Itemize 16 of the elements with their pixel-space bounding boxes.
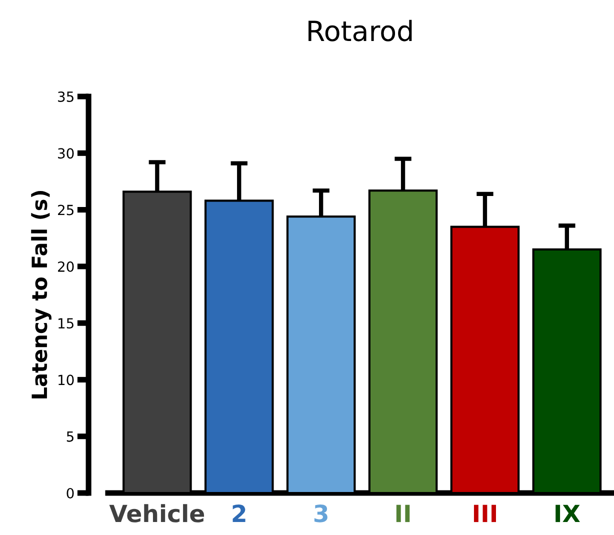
x-tick-label: 2 bbox=[232, 504, 246, 522]
y-tick-label: 0 bbox=[66, 488, 74, 498]
y-tick-label: 20 bbox=[58, 261, 74, 272]
chart-title: Rotarod bbox=[308, 20, 412, 42]
x-tick-label: IX bbox=[556, 504, 580, 522]
y-tick-label: 10 bbox=[58, 374, 74, 386]
x-tick-label: III bbox=[474, 504, 496, 522]
x-tick-label: 3 bbox=[314, 504, 328, 522]
y-tick-label: 5 bbox=[66, 432, 74, 442]
y-tick-label: 35 bbox=[58, 91, 74, 102]
y-tick-label: 15 bbox=[58, 318, 74, 329]
y-tick-label: 25 bbox=[58, 204, 74, 216]
x-tick-label: II bbox=[396, 504, 410, 522]
x-tick-label: Vehicle bbox=[109, 504, 204, 522]
y-axis-title: Latency to Fall (s) bbox=[31, 191, 52, 398]
y-tick-label: 30 bbox=[58, 148, 74, 159]
